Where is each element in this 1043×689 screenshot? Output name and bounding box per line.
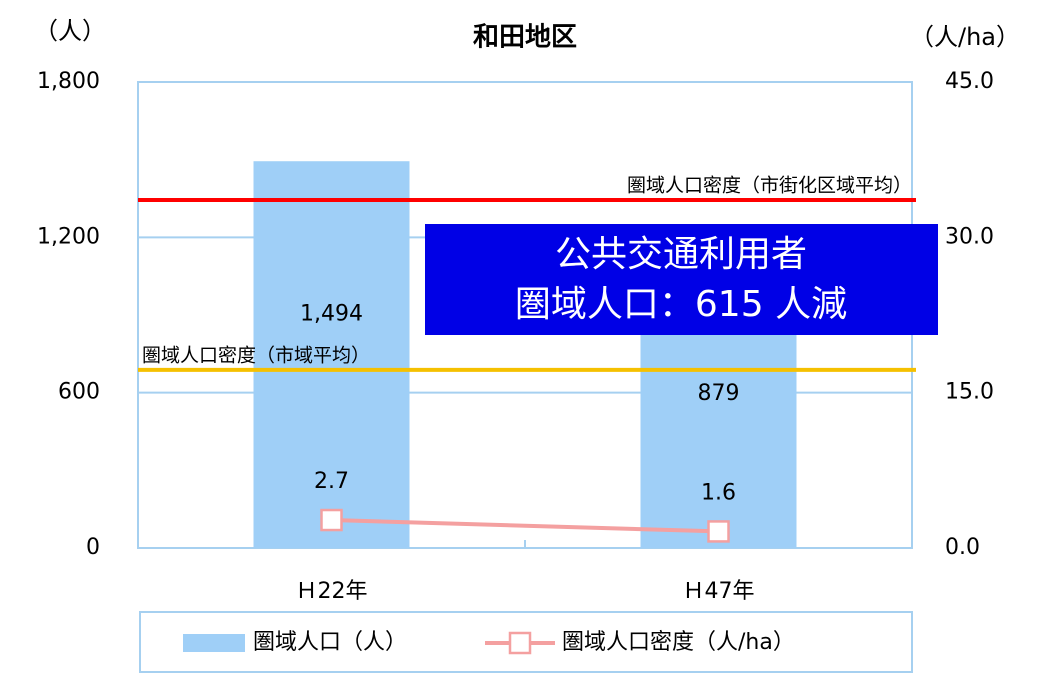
y-tick-label: 600 — [58, 380, 100, 405]
annotation-box — [425, 224, 938, 335]
bar-value-label: 1,494 — [300, 302, 363, 327]
bar — [640, 320, 797, 548]
x-tick-label: Ｈ22年 — [296, 579, 368, 604]
reference-label: 圏域人口密度（市街化区域平均） — [627, 175, 912, 197]
legend-swatch — [183, 634, 245, 652]
legend-swatch — [508, 631, 532, 655]
line-marker — [707, 520, 730, 543]
y-tick-label: 1,800 — [37, 69, 100, 94]
chart-title: 和田地区 — [473, 23, 577, 53]
y-tick-label: 1,200 — [37, 224, 100, 249]
y2-tick-label: 15.0 — [945, 380, 994, 405]
bar-value-label: 879 — [698, 381, 740, 406]
reference-label: 圏域人口密度（市域平均） — [142, 344, 370, 366]
y2-tick-label: 45.0 — [945, 69, 994, 94]
legend-label: 圏域人口密度（人/ha） — [562, 630, 795, 655]
y2-tick-label: 30.0 — [945, 224, 994, 249]
legend-box — [139, 611, 913, 673]
annotation-text: 圏域人口：615 人減 — [515, 284, 847, 325]
annotation-text: 公共交通利用者 — [555, 234, 807, 275]
y-tick-label: 0 — [86, 535, 100, 560]
bar — [253, 161, 410, 548]
line-marker — [320, 508, 343, 532]
y-axis-unit: （人） — [34, 17, 106, 45]
legend-label: 圏域人口（人） — [253, 630, 407, 655]
x-tick-label: Ｈ47年 — [683, 579, 755, 604]
line — [331, 518, 719, 534]
y2-axis-unit: （人/ha） — [910, 23, 1020, 51]
line-value-label: 2.7 — [314, 469, 349, 494]
y2-tick-label: 0.0 — [945, 535, 980, 560]
line-value-label: 1.6 — [701, 480, 736, 505]
